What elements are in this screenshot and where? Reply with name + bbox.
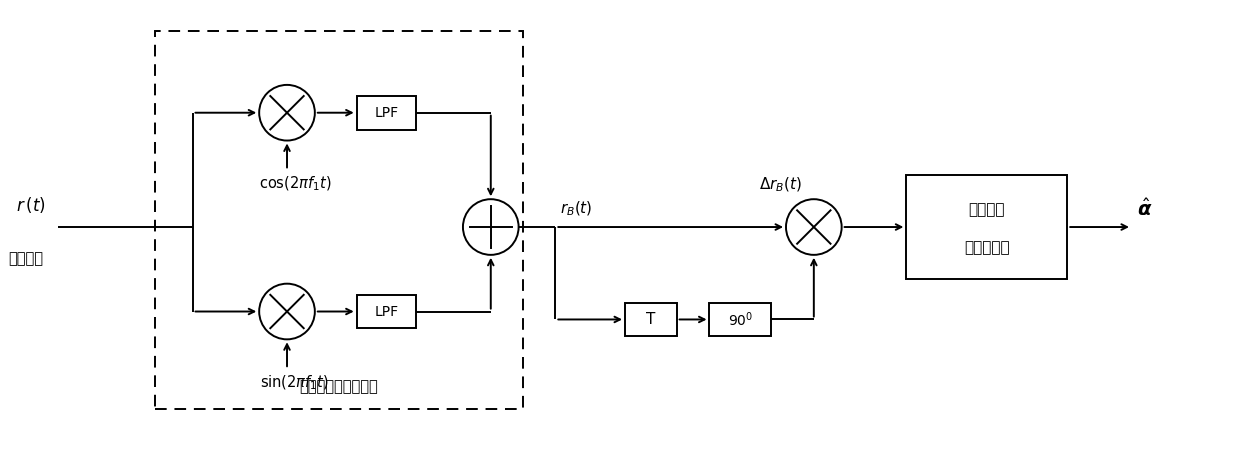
Text: LPF: LPF xyxy=(374,304,399,318)
Bar xyxy=(710,303,771,336)
Text: LPF: LPF xyxy=(374,106,399,120)
Bar xyxy=(906,176,1067,279)
Bar xyxy=(155,31,523,409)
Bar xyxy=(357,96,416,130)
Circle shape xyxy=(259,85,315,140)
Text: 简化状态: 简化状态 xyxy=(969,202,1005,217)
Text: $\Delta r_B(t)$: $\Delta r_B(t)$ xyxy=(760,176,802,195)
Circle shape xyxy=(259,284,315,340)
Text: $\hat{\boldsymbol{\alpha}}$: $\hat{\boldsymbol{\alpha}}$ xyxy=(1137,198,1152,220)
Text: T: T xyxy=(646,312,655,327)
Text: $\cos(2\pi f_1 t)$: $\cos(2\pi f_1 t)$ xyxy=(259,174,331,193)
Bar xyxy=(624,303,676,336)
Text: 下变频、滤波、抄取: 下变频、滤波、抄取 xyxy=(300,380,378,395)
Text: $r_B(t)$: $r_B(t)$ xyxy=(560,200,593,219)
Circle shape xyxy=(463,199,519,255)
Bar xyxy=(357,295,416,328)
Text: $\sin(2\pi f_1 t)$: $\sin(2\pi f_1 t)$ xyxy=(260,373,330,391)
Text: 中频信号: 中频信号 xyxy=(9,251,43,266)
Text: $90^0$: $90^0$ xyxy=(727,310,753,329)
Text: 维特比检测: 维特比检测 xyxy=(964,240,1010,255)
Circle shape xyxy=(786,199,841,255)
Text: $r\,(t)$: $r\,(t)$ xyxy=(16,195,46,215)
